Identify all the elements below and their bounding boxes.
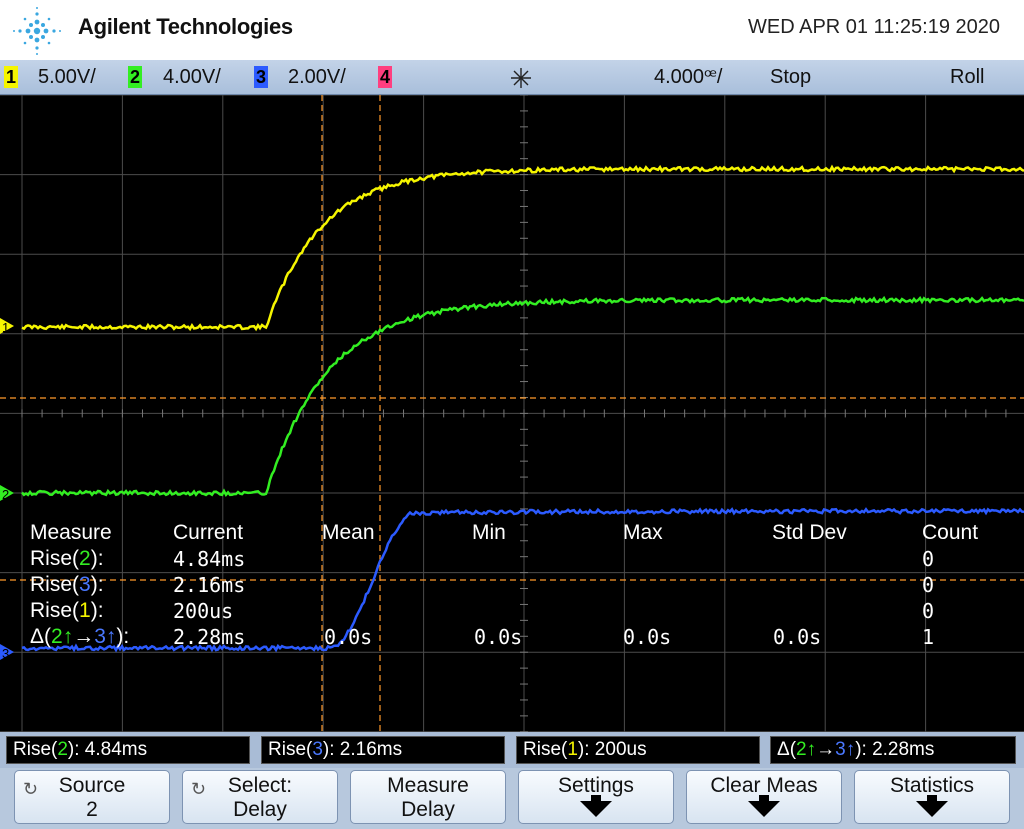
softkey-bar: ↻ Source 2 ↻ Select: Delay Measure Delay… (0, 768, 1024, 829)
timebase-scale[interactable]: 4.000ꟹ/ (654, 66, 723, 88)
channel-4-badge[interactable]: 4 (378, 66, 392, 88)
settings-softkey[interactable]: Settings (518, 770, 674, 824)
min-header: Min (472, 521, 506, 544)
measure-row-mean: 0.0s (324, 625, 373, 649)
measure-row-label: Rise(3): (30, 573, 104, 596)
measure-row-current: 2.16ms (173, 573, 246, 597)
measure-row-count: 0 (922, 599, 935, 623)
measure-row-current: 200us (173, 599, 234, 623)
measure-row-min: 0.0s (474, 625, 523, 649)
svg-text:2: 2 (2, 487, 9, 502)
measure-header: Measure (30, 521, 112, 544)
measure-row-current: 2.28ms (173, 625, 246, 649)
channel-2-ground-marker[interactable]: 2 (0, 485, 14, 502)
submenu-arrow-icon (927, 795, 937, 803)
channel-3-ground-marker[interactable]: 3 (0, 644, 14, 661)
channel-1-trace (21, 164, 1024, 332)
rotate-knob-icon: ↻ (191, 779, 207, 799)
datetime: WED APR 01 11:25:19 2020 (747, 16, 1000, 38)
measure-row-std-dev: 0.0s (773, 625, 822, 649)
svg-text:3: 3 (2, 646, 9, 661)
agilent-spark-icon (13, 7, 61, 55)
current-header: Current (173, 521, 244, 544)
source-softkey[interactable]: ↻ Source 2 (14, 770, 170, 824)
meas-readout-delay[interactable]: Δ(2↑→3↑): 2.28ms (770, 736, 1016, 764)
channel-1-badge[interactable]: 1 (4, 66, 18, 88)
measure-row-current: 4.84ms (173, 547, 246, 571)
sparkle-icon (511, 68, 531, 88)
clear-meas-softkey[interactable]: Clear Meas (686, 770, 842, 824)
status-bar: 1 5.00V/ 2 4.00V/ 3 2.00V/ 4 4.000ꟹ/ Sto… (0, 60, 1024, 95)
count-header: Count (922, 521, 979, 544)
submenu-arrow-icon (759, 795, 769, 803)
max-header: Max (623, 521, 663, 544)
measure-row-label: Rise(1): (30, 599, 104, 622)
rotate-knob-icon: ↻ (23, 779, 39, 799)
statistics-softkey[interactable]: Statistics (854, 770, 1010, 824)
channel-1-ground-marker[interactable]: 1 (0, 318, 14, 335)
channel-2-trace (21, 295, 1024, 498)
brand-name: Agilent Technologies (78, 14, 293, 39)
std-dev-header: Std Dev (772, 521, 847, 544)
meas-readout-rise-ch1[interactable]: Rise(1): 200us (516, 736, 760, 764)
measure-row-count: 1 (922, 625, 935, 649)
channel-1-scale[interactable]: 5.00V/ (38, 66, 96, 88)
measure-row-max: 0.0s (623, 625, 672, 649)
svg-text:1: 1 (2, 320, 9, 335)
measure-row-count: 0 (922, 547, 935, 571)
header: Agilent Technologies WED APR 01 11:25:19… (0, 0, 1024, 60)
select-delay-softkey[interactable]: ↻ Select: Delay (182, 770, 338, 824)
channel-3-trace (21, 507, 1024, 653)
channel-3-scale[interactable]: 2.00V/ (288, 66, 346, 88)
waveform-canvas: 1 2 3 (0, 95, 1024, 732)
measure-delay-softkey[interactable]: Measure Delay (350, 770, 506, 824)
channel-2-badge[interactable]: 2 (128, 66, 142, 88)
submenu-arrow-icon (591, 795, 601, 803)
waveform-display[interactable]: 1 2 3 Measure Current Mean Min Max Std D… (0, 95, 1024, 732)
measure-row-count: 0 (922, 573, 935, 597)
run-state[interactable]: Stop (770, 66, 812, 88)
mean-header: Mean (322, 521, 375, 544)
measure-row-label: Δ(2↑→3↑): (30, 625, 130, 648)
channel-2-scale[interactable]: 4.00V/ (163, 66, 221, 88)
meas-readout-rise-ch3[interactable]: Rise(3): 2.16ms (261, 736, 505, 764)
graticule (0, 95, 1024, 732)
measure-row-label: Rise(2): (30, 547, 104, 570)
traces (21, 164, 1024, 653)
meas-readout-rise-ch2[interactable]: Rise(2): 4.84ms (6, 736, 250, 764)
acquisition-mode[interactable]: Roll (950, 66, 985, 88)
cursors (0, 95, 1024, 732)
measurement-bar: Rise(2): 4.84ms Rise(3): 2.16ms Rise(1):… (0, 732, 1024, 768)
channel-3-badge[interactable]: 3 (254, 66, 268, 88)
